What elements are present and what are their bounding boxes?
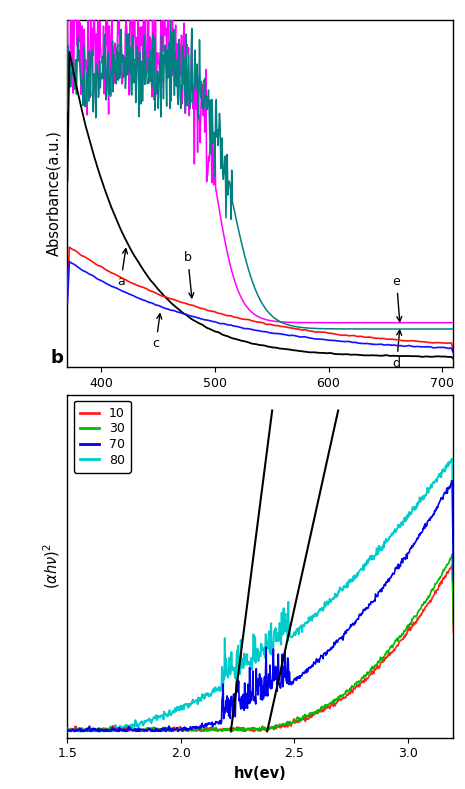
- Legend: 10, 30, 70, 80: 10, 30, 70, 80: [73, 401, 131, 473]
- X-axis label: Wavelength(nm): Wavelength(nm): [192, 395, 329, 410]
- Text: c: c: [153, 314, 162, 350]
- Text: d: d: [392, 330, 402, 370]
- Text: b: b: [51, 349, 64, 367]
- Text: e: e: [393, 275, 402, 322]
- Text: b: b: [184, 251, 194, 297]
- Y-axis label: $(\alpha h\nu)^2$: $(\alpha h\nu)^2$: [41, 543, 62, 589]
- Text: a: a: [117, 249, 127, 288]
- X-axis label: hv(ev): hv(ev): [234, 766, 287, 781]
- Y-axis label: Absorbance(a.u.): Absorbance(a.u.): [47, 130, 62, 256]
